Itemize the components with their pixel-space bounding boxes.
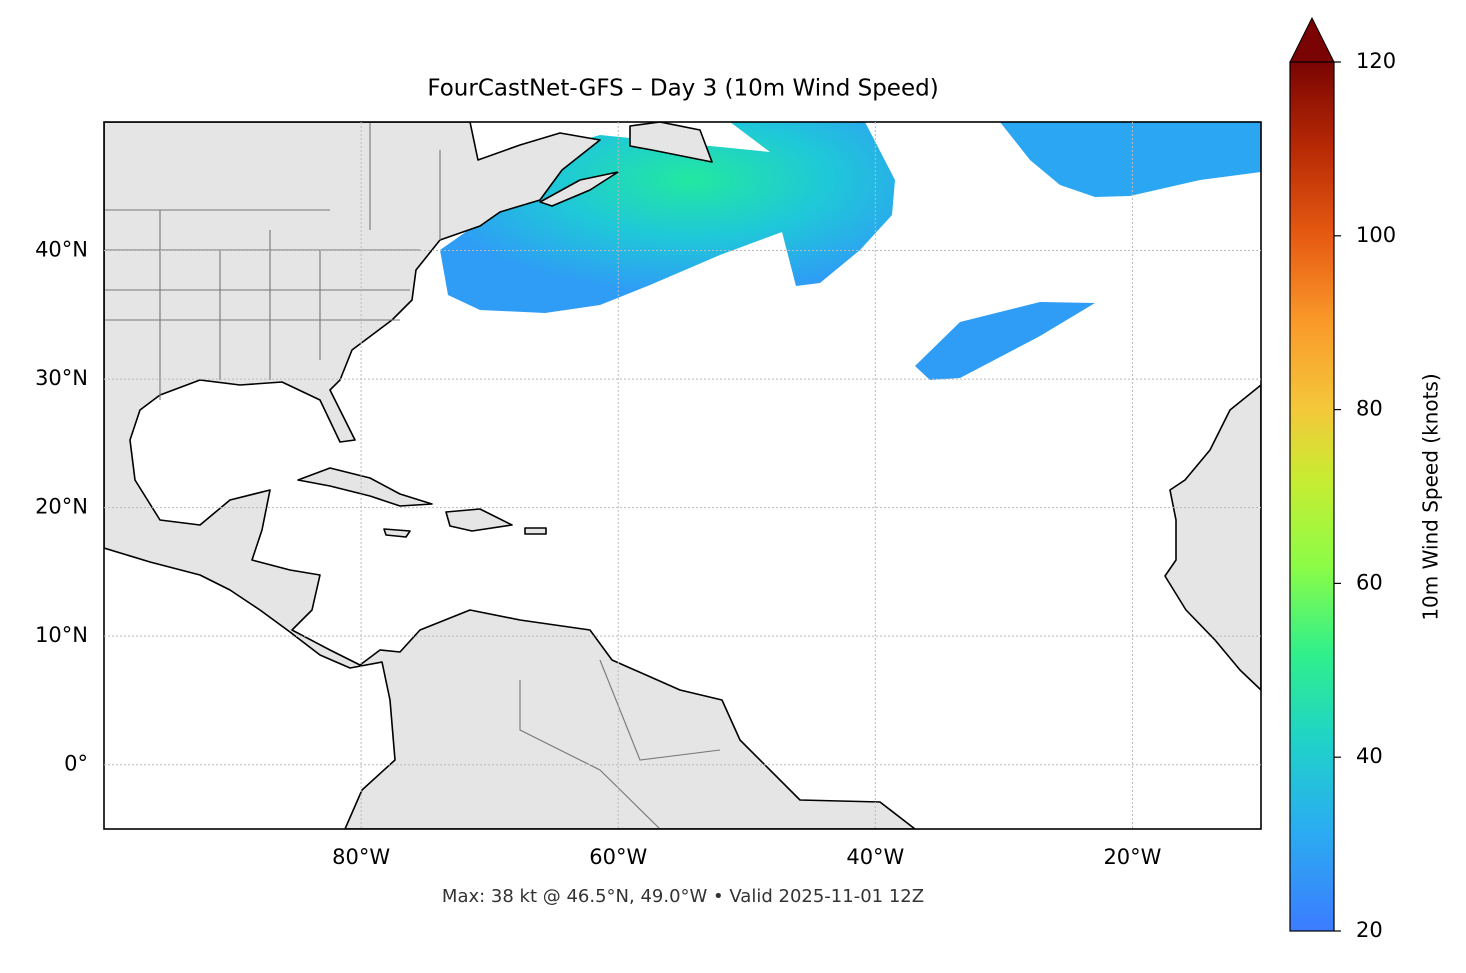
y-tick-label: 30°N xyxy=(35,366,88,390)
wind-field xyxy=(915,302,1095,380)
y-tick-label: 10°N xyxy=(35,623,88,647)
wind-field xyxy=(1000,122,1261,197)
colorbar-frame xyxy=(1289,61,1335,932)
footnote: Max: 38 kt @ 46.5°N, 49.0°W • Valid 2025… xyxy=(442,886,924,907)
africa xyxy=(1164,384,1261,691)
y-tick-label: 40°N xyxy=(35,238,88,262)
x-tick-label: 80°W xyxy=(332,845,390,869)
colorbar-tick-label: 40 xyxy=(1356,744,1383,768)
americas xyxy=(104,122,916,829)
x-tick-label: 20°W xyxy=(1103,845,1161,869)
hispaniola xyxy=(445,508,513,532)
colorbar-tick-label: 80 xyxy=(1356,397,1383,421)
colorbar-extend xyxy=(1289,16,1335,63)
colorbar xyxy=(1290,62,1334,931)
y-tick-label: 20°N xyxy=(35,495,88,519)
x-tick-label: 60°W xyxy=(589,845,647,869)
cuba xyxy=(297,467,433,507)
colorbar-tick-label: 60 xyxy=(1356,570,1383,594)
x-tick-label: 40°W xyxy=(846,845,904,869)
map xyxy=(104,122,1261,829)
newfoundland xyxy=(629,122,713,163)
jamaica xyxy=(383,528,411,538)
y-tick-label: 0° xyxy=(64,752,88,776)
colorbar-tick-label: 20 xyxy=(1356,918,1383,942)
puerto-rico xyxy=(524,527,547,535)
title: FourCastNet-GFS – Day 3 (10m Wind Speed) xyxy=(427,76,938,102)
nova-scotia xyxy=(539,171,619,207)
state-borders xyxy=(104,122,721,829)
colorbar-tick-label: 120 xyxy=(1356,49,1396,73)
plot-frame xyxy=(103,121,1262,830)
colorbar-tick-label: 100 xyxy=(1356,223,1396,247)
colorbar-label: 10m Wind Speed (knots) xyxy=(1419,373,1443,620)
